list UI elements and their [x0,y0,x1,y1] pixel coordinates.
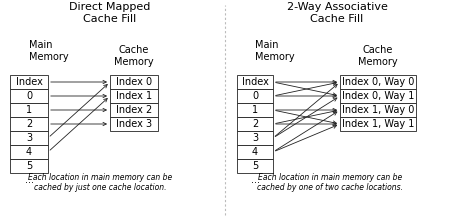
FancyBboxPatch shape [10,75,48,89]
FancyBboxPatch shape [237,89,273,103]
FancyBboxPatch shape [340,117,416,131]
Text: 5: 5 [26,161,32,171]
FancyBboxPatch shape [110,117,158,131]
Text: Main
Memory: Main Memory [255,40,295,62]
Text: Index 0: Index 0 [116,77,152,87]
Text: 3: 3 [252,133,258,143]
Text: 2-Way Associative
Cache Fill: 2-Way Associative Cache Fill [287,2,387,24]
FancyBboxPatch shape [110,103,158,117]
Text: Index 2: Index 2 [116,105,152,115]
Text: Index 3: Index 3 [116,119,152,129]
Text: Index 0, Way 1: Index 0, Way 1 [342,91,414,101]
Text: 4: 4 [26,147,32,157]
FancyBboxPatch shape [10,131,48,145]
Text: Main
Memory: Main Memory [29,40,68,62]
FancyBboxPatch shape [237,75,273,89]
Text: 2: 2 [252,119,258,129]
FancyBboxPatch shape [110,89,158,103]
Text: 0: 0 [26,91,32,101]
FancyBboxPatch shape [10,103,48,117]
Text: Cache
Memory: Cache Memory [114,45,154,67]
Text: Each location in main memory can be
cached by one of two cache locations.: Each location in main memory can be cach… [257,173,403,192]
Text: 1: 1 [26,105,32,115]
Text: 0: 0 [252,91,258,101]
Text: 5: 5 [252,161,258,171]
FancyBboxPatch shape [10,159,48,173]
Text: ...: ... [24,175,33,185]
FancyBboxPatch shape [340,75,416,89]
Text: 4: 4 [252,147,258,157]
Text: Index 1, Way 0: Index 1, Way 0 [342,105,414,115]
Text: Direct Mapped
Cache Fill: Direct Mapped Cache Fill [69,2,151,24]
Text: ...: ... [251,175,260,185]
FancyBboxPatch shape [237,145,273,159]
Text: Each location in main memory can be
cached by just one cache location.: Each location in main memory can be cach… [28,173,172,192]
FancyBboxPatch shape [10,117,48,131]
Text: Index: Index [16,77,42,87]
FancyBboxPatch shape [10,89,48,103]
Text: Index 1: Index 1 [116,91,152,101]
FancyBboxPatch shape [237,103,273,117]
FancyBboxPatch shape [237,159,273,173]
Text: Index 1, Way 1: Index 1, Way 1 [342,119,414,129]
Text: 1: 1 [252,105,258,115]
FancyBboxPatch shape [10,145,48,159]
FancyBboxPatch shape [340,89,416,103]
FancyBboxPatch shape [237,131,273,145]
FancyBboxPatch shape [110,75,158,89]
Text: 2: 2 [26,119,32,129]
Text: Index: Index [242,77,269,87]
Text: Index 0, Way 0: Index 0, Way 0 [342,77,414,87]
Text: Cache
Memory: Cache Memory [358,45,398,67]
FancyBboxPatch shape [237,117,273,131]
Text: 3: 3 [26,133,32,143]
FancyBboxPatch shape [340,103,416,117]
